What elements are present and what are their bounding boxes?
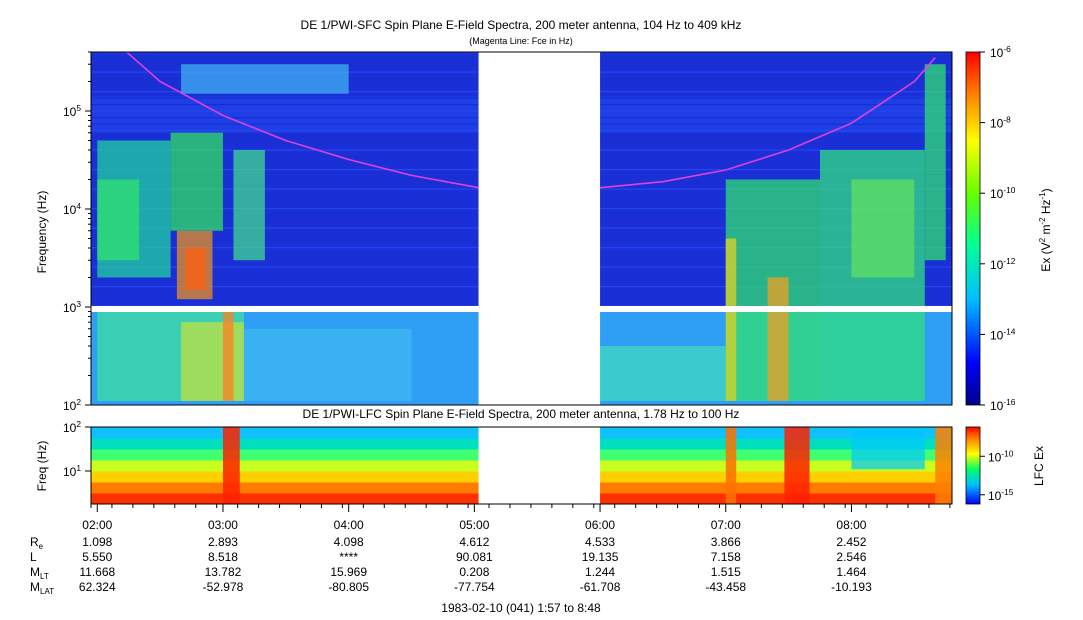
lfc-y-label: Freq (Hz) [35, 441, 49, 492]
power-label: 10-15 [988, 487, 1014, 503]
power-label: 102 [63, 419, 81, 435]
ephemeris-value: -43.458 [705, 580, 746, 594]
time-axis: 02:00 03:00 04:00 05:00 06:00 07:00 08:00 [82, 504, 951, 532]
emission-region [97, 179, 140, 261]
ephemeris-value: 4.533 [585, 535, 615, 549]
emission-region [851, 179, 915, 278]
power-label: 10-8 [990, 115, 1011, 131]
ephemeris-value: 19.135 [582, 550, 619, 564]
lfc-burst [784, 427, 810, 504]
ephemeris-value: 5.550 [82, 550, 112, 564]
emission-region [243, 328, 412, 401]
ephemeris-value: -52.978 [203, 580, 244, 594]
emission-region [233, 149, 265, 261]
power-label: 10-10 [988, 448, 1014, 464]
power-label: 10-16 [990, 397, 1016, 413]
ephemeris-value: 0.208 [459, 565, 489, 579]
lfc-colorbar-ticks: 10-10 10-15 [980, 448, 1014, 503]
sfc-band-gap [91, 306, 952, 312]
x-tick-label: 08:00 [836, 518, 866, 532]
ephemeris-value: -10.193 [831, 580, 872, 594]
sfc-colorbar-label: Ex (V2 m-2 Hz-1) [1038, 188, 1053, 271]
emission-region [767, 277, 789, 401]
ephemeris-value: 1.464 [836, 565, 866, 579]
power-label: 101 [63, 463, 81, 479]
lfc-y-axis: 101 102 [63, 419, 91, 479]
emission-region [600, 345, 726, 401]
x-tick-label: 06:00 [585, 518, 615, 532]
power-label: 102 [63, 397, 81, 413]
sfc-y-axis: 102 103 104 105 [63, 51, 91, 413]
fce-magenta-line [126, 52, 936, 189]
ephemeris-value: 11.668 [79, 565, 115, 579]
lfc-title: DE 1/PWI-LFC Spin Plane E-Field Spectra,… [303, 407, 740, 421]
power-label: 104 [63, 201, 81, 217]
ephemeris-row-label: Re [30, 535, 44, 551]
x-tick-label: 07:00 [711, 518, 741, 532]
ephemeris-value: 1.244 [585, 565, 615, 579]
ephemeris-value: 13.782 [205, 565, 242, 579]
ephemeris-row-label: MLT [30, 565, 49, 581]
ephemeris-value: 62.324 [79, 580, 116, 594]
sfc-data-gap [478, 52, 601, 405]
emission-region [222, 311, 234, 401]
lfc-burst [222, 427, 240, 504]
ephemeris-value: 1.098 [82, 535, 112, 549]
ephemeris-value: -80.805 [328, 580, 369, 594]
power-label: 103 [63, 299, 81, 315]
sfc-colorbar-ticks: 10-6 10-8 10-10 10-12 10-14 10-16 [980, 44, 1016, 413]
sfc-y-label: Frequency (Hz) [35, 191, 49, 274]
lfc-burst [725, 427, 737, 504]
sfc-spectrogram [91, 52, 952, 405]
emission-region [181, 64, 349, 94]
power-label: 10-10 [990, 185, 1016, 201]
lfc-colorbar [965, 426, 981, 505]
sfc-colorbar [965, 51, 981, 406]
lfc-spectrogram [91, 427, 952, 504]
sfc-title: DE 1/PWI-SFC Spin Plane E-Field Spectra,… [301, 18, 742, 32]
lfc-colorbar-label: LFC Ex [1032, 446, 1046, 486]
power-label: 10-12 [990, 256, 1016, 272]
ephemeris-value: 1.515 [711, 565, 741, 579]
time-range-footer: 1983-02-10 (041) 1:57 to 8:48 [441, 601, 601, 615]
x-tick-label: 04:00 [334, 518, 364, 532]
ephemeris-value: 7.158 [711, 550, 741, 564]
lfc-quiet-region [851, 427, 925, 470]
ephemeris-value: **** [339, 550, 358, 564]
ephemeris-value: -77.754 [454, 580, 495, 594]
ephemeris-table: Re 1.098 2.893 4.098 4.612 4.533 3.866 2.452 L 5.… [30, 535, 872, 596]
x-tick-label: 03:00 [208, 518, 238, 532]
power-label: 10-14 [990, 326, 1016, 342]
emission-region [170, 132, 223, 231]
ephemeris-value: -61.708 [580, 580, 621, 594]
ephemeris-row-label: MLAT [30, 580, 54, 596]
ephemeris-value: 2.452 [836, 535, 866, 549]
lfc-burst [935, 427, 952, 504]
ephemeris-value: 4.612 [459, 535, 489, 549]
lfc-data-gap [478, 427, 601, 504]
emission-region [181, 322, 244, 401]
ephemeris-value: 3.866 [711, 535, 741, 549]
ephemeris-value: 2.546 [836, 550, 866, 564]
power-label: 10-6 [990, 44, 1011, 60]
emission-region [725, 238, 737, 401]
x-tick-label: 05:00 [459, 518, 489, 532]
sfc-subtitle: (Magenta Line: Fce in Hz) [469, 36, 573, 46]
ephemeris-row-label: L [30, 550, 37, 564]
emission-region [185, 247, 207, 290]
power-label: 105 [63, 103, 81, 119]
x-tick-label: 02:00 [82, 518, 112, 532]
ephemeris-value: 8.518 [208, 550, 238, 564]
ephemeris-value: 4.098 [334, 535, 364, 549]
ephemeris-value: 2.893 [208, 535, 238, 549]
emission-region [924, 64, 946, 261]
ephemeris-value: 90.081 [456, 550, 493, 564]
ephemeris-value: 15.969 [330, 565, 367, 579]
